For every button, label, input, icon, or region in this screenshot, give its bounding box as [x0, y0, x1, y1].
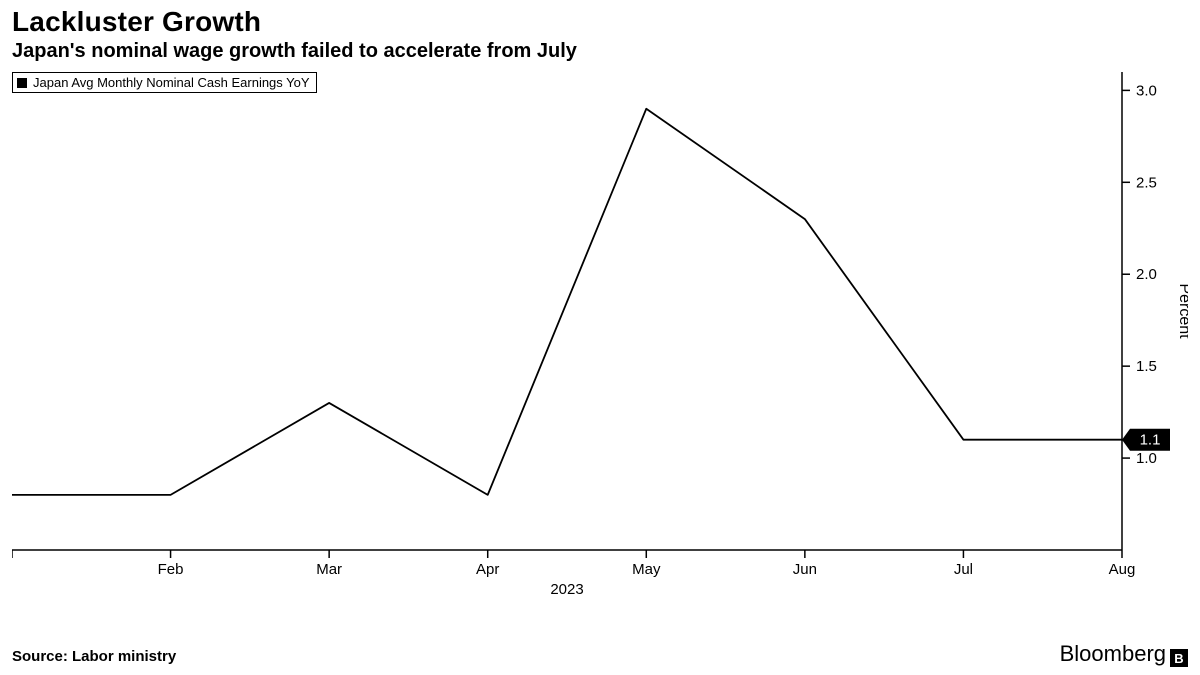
- svg-text:Feb: Feb: [158, 561, 184, 578]
- svg-text:3.0: 3.0: [1136, 82, 1157, 99]
- legend: Japan Avg Monthly Nominal Cash Earnings …: [12, 72, 317, 93]
- source-label: Source: Labor ministry: [12, 648, 176, 665]
- chart-title: Lackluster Growth: [12, 6, 261, 38]
- svg-text:1.0: 1.0: [1136, 450, 1157, 467]
- svg-text:Apr: Apr: [476, 561, 499, 578]
- legend-label: Japan Avg Monthly Nominal Cash Earnings …: [33, 75, 310, 90]
- svg-text:Mar: Mar: [316, 561, 342, 578]
- svg-text:Jul: Jul: [954, 561, 973, 578]
- svg-text:1.5: 1.5: [1136, 358, 1157, 375]
- legend-marker-icon: [17, 78, 27, 88]
- svg-text:Jun: Jun: [793, 561, 817, 578]
- brand-logo: Bloomberg B: [1060, 641, 1188, 667]
- svg-text:Aug: Aug: [1109, 561, 1136, 578]
- brand-b-icon: B: [1170, 649, 1188, 667]
- svg-text:2.5: 2.5: [1136, 174, 1157, 191]
- svg-text:May: May: [632, 561, 661, 578]
- svg-text:2.0: 2.0: [1136, 266, 1157, 283]
- svg-text:Percent: Percent: [1176, 283, 1188, 339]
- line-chart: 1.0 1.5 2.0 2.5 3.0 Percent Feb Mar Apr May Jun Jul…: [12, 72, 1188, 612]
- svg-text:1.1: 1.1: [1140, 432, 1161, 449]
- brand-text: Bloomberg: [1060, 641, 1166, 667]
- svg-text:2023: 2023: [550, 581, 583, 598]
- chart-subtitle: Japan's nominal wage growth failed to ac…: [12, 40, 577, 63]
